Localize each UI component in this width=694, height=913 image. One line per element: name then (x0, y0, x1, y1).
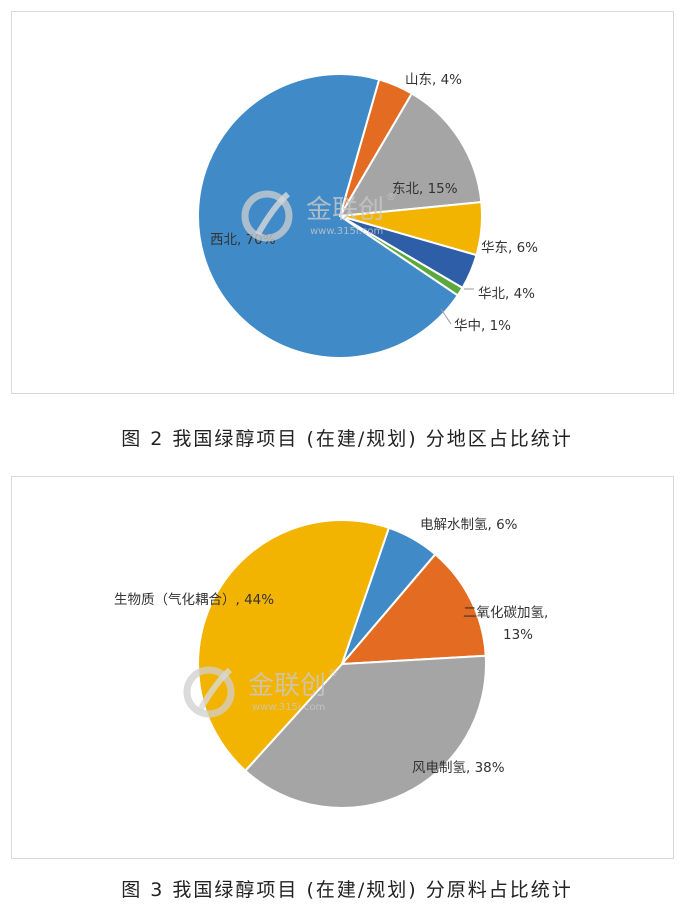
data-label: 华中, 1% (454, 318, 511, 334)
figure-caption-region: 图 2 我国绿醇项目 (在建/规划) 分地区占比统计 (121, 428, 573, 450)
watermark-brand: 金联创 (306, 195, 384, 225)
pie-slice (339, 552, 487, 666)
pie-2 (197, 519, 487, 809)
data-label: 风电制氢, 38% (412, 760, 505, 776)
watermark-url: www.315i.com (252, 702, 325, 713)
watermark-registered: ® (328, 668, 338, 679)
pie-slice (243, 654, 487, 809)
watermark-registered: ® (386, 192, 396, 203)
data-label: 电解水制氢, 6% (420, 517, 518, 533)
data-label: 二氧化碳加氢, 13% (463, 605, 548, 643)
pie-slice (197, 519, 391, 773)
data-label: 华北, 4% (478, 286, 535, 302)
data-label: 东北, 15% (392, 181, 458, 197)
data-label: 生物质（气化耦合）, 44% (114, 592, 274, 608)
pie-1 (197, 73, 483, 359)
figure-caption-feedstock: 图 3 我国绿醇项目 (在建/规划) 分原料占比统计 (121, 879, 573, 901)
data-label: 华东, 6% (481, 240, 538, 256)
pie-slice (338, 92, 483, 218)
watermark-brand: 金联创 (248, 671, 326, 701)
watermark-logo: 金联创 ® www.315i.com (183, 666, 338, 718)
leader-line (440, 308, 452, 325)
watermark-logo: 金联创 ® www.315i.com (241, 190, 396, 242)
data-label: 山东, 4% (405, 72, 462, 88)
pie-slice (197, 73, 460, 359)
watermark-url: www.315i.com (310, 226, 383, 237)
